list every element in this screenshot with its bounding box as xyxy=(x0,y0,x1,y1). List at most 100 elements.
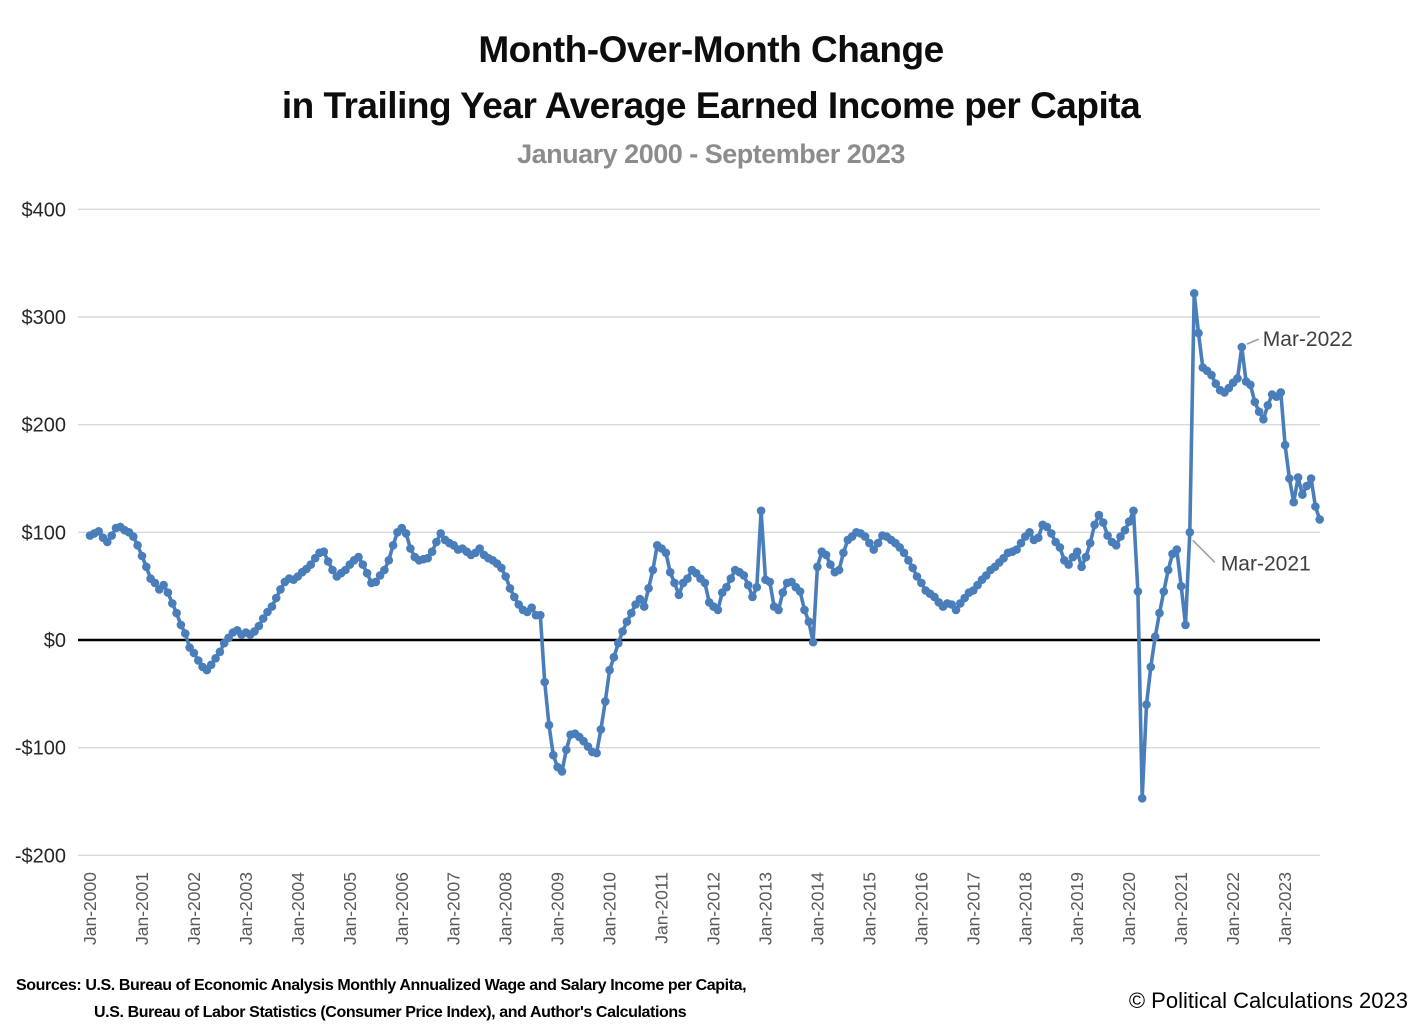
data-point xyxy=(1111,541,1121,550)
data-point xyxy=(756,506,766,516)
data-point xyxy=(362,568,372,578)
data-point xyxy=(795,587,805,596)
y-tick-label: $200 xyxy=(22,415,67,437)
data-point xyxy=(674,590,684,600)
x-tick-label: Jan-2023 xyxy=(1275,872,1295,945)
data-point xyxy=(665,567,675,577)
data-point xyxy=(1250,397,1260,407)
data-point xyxy=(800,605,809,615)
data-point xyxy=(627,608,636,618)
y-tick-label: -$100 xyxy=(15,738,66,760)
data-point xyxy=(821,550,831,560)
data-point xyxy=(107,531,116,540)
data-point xyxy=(1289,497,1298,507)
data-point xyxy=(826,560,835,569)
data-point xyxy=(163,588,173,597)
data-point xyxy=(1176,581,1186,591)
data-point xyxy=(774,605,783,615)
data-point xyxy=(276,585,285,594)
data-point xyxy=(804,617,814,626)
data-point xyxy=(743,580,753,590)
data-point xyxy=(635,594,645,604)
annotation-leader xyxy=(1246,338,1260,345)
data-point xyxy=(1189,289,1199,298)
data-point xyxy=(544,720,554,730)
data-point xyxy=(1306,474,1316,483)
data-point xyxy=(605,665,614,675)
data-point xyxy=(813,562,822,572)
data-point xyxy=(540,677,549,687)
x-tick-label: Jan-2009 xyxy=(548,872,568,945)
data-point xyxy=(1233,374,1242,383)
data-point xyxy=(904,556,913,565)
x-tick-label: Jan-2004 xyxy=(288,872,308,945)
y-tick-label: -$200 xyxy=(15,845,66,867)
data-points xyxy=(85,289,1324,803)
data-point xyxy=(739,571,749,580)
x-tick-label: Jan-2006 xyxy=(392,872,412,945)
data-point xyxy=(271,593,281,603)
data-point xyxy=(388,541,398,550)
data-point xyxy=(622,617,632,626)
chart-subtitle: January 2000 - September 2023 xyxy=(517,139,905,169)
x-tick-label: Jan-2022 xyxy=(1223,872,1243,945)
data-point xyxy=(1055,543,1065,552)
data-point xyxy=(951,605,961,615)
data-point xyxy=(778,588,788,597)
data-point xyxy=(319,547,329,556)
data-point xyxy=(648,565,658,575)
copyright-text: © Political Calculations 2023 xyxy=(1128,988,1408,1013)
data-point xyxy=(834,565,844,575)
data-point xyxy=(1172,545,1182,554)
data-point xyxy=(644,584,653,593)
data-point xyxy=(1025,528,1034,537)
data-point xyxy=(1124,517,1134,526)
data-point xyxy=(254,621,264,631)
data-point xyxy=(436,529,446,538)
data-point xyxy=(808,637,818,647)
data-point xyxy=(596,725,606,734)
data-point xyxy=(1155,608,1164,618)
data-point xyxy=(860,532,870,541)
data-point xyxy=(1150,632,1160,642)
x-tick-label: Jan-2019 xyxy=(1067,872,1087,945)
data-point xyxy=(1116,532,1125,541)
data-point xyxy=(899,548,909,558)
data-point xyxy=(323,557,333,566)
x-tick-label: Jan-2010 xyxy=(600,872,620,945)
data-point xyxy=(94,527,103,536)
x-tick-labels: Jan-2000 Jan-2001 Jan-2002 Jan-2003 Jan-2004… xyxy=(80,872,1295,945)
data-point xyxy=(1142,700,1151,709)
gridlines xyxy=(78,208,1320,857)
data-point xyxy=(159,580,168,590)
data-point xyxy=(168,599,177,608)
x-tick-label: Jan-2017 xyxy=(963,872,983,945)
data-point xyxy=(670,578,679,588)
data-point xyxy=(1211,379,1221,389)
data-point xyxy=(306,560,316,569)
x-tick-label: Jan-2007 xyxy=(444,872,464,945)
data-point xyxy=(1098,518,1108,527)
data-point xyxy=(748,592,757,602)
data-point xyxy=(1081,552,1091,562)
data-point xyxy=(1280,440,1290,450)
data-point xyxy=(103,537,112,547)
data-point xyxy=(354,552,363,562)
data-point xyxy=(1298,490,1307,499)
data-point xyxy=(1246,380,1255,390)
data-point xyxy=(406,544,415,553)
data-point xyxy=(1129,506,1138,516)
x-tick-label: Jan-2005 xyxy=(340,872,360,945)
y-tick-label: $100 xyxy=(22,522,67,544)
data-point xyxy=(1163,565,1173,575)
data-point xyxy=(609,652,619,662)
data-point xyxy=(562,745,571,755)
data-point xyxy=(475,544,485,553)
data-point xyxy=(432,537,441,547)
x-tick-label: Jan-2020 xyxy=(1119,872,1139,945)
data-point xyxy=(661,548,671,558)
data-point xyxy=(371,577,381,587)
sources-line1: Sources: U.S. Bureau of Economic Analysi… xyxy=(16,977,747,994)
data-point xyxy=(1042,522,1052,532)
